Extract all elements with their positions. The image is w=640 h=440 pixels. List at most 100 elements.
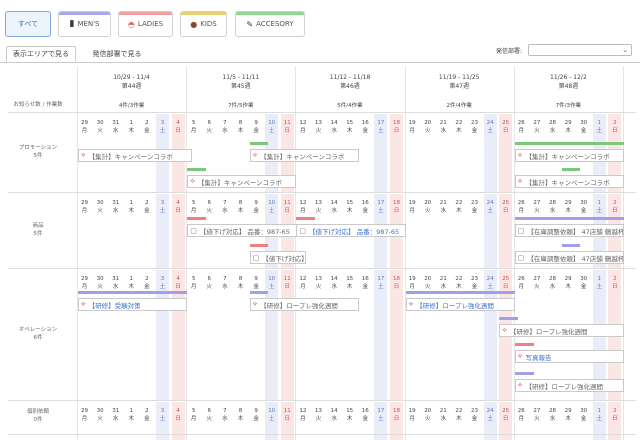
- task-card[interactable]: ⟡ 【研修】ロープレ強化週間: [499, 324, 624, 337]
- weekday: 水: [549, 127, 556, 134]
- filter-accessory-button[interactable]: ✎ ACCESORY: [235, 11, 305, 37]
- weekday: 土: [596, 127, 603, 134]
- task-card[interactable]: ⟡ 【集計】キャンペーンコラボ: [514, 175, 624, 188]
- filter-ladies-label: LADIES: [137, 20, 164, 28]
- week-number: 第47週: [449, 83, 469, 90]
- weekday: 火: [315, 283, 322, 290]
- date-number: 15: [346, 120, 354, 126]
- task-card[interactable]: ▢ 【在庫調整依頼】 47店舗 鶴越杯: [514, 224, 624, 237]
- task-card[interactable]: ⟡ 【研修】ロープレ強化週間: [405, 298, 515, 311]
- weekday: 土: [378, 283, 384, 290]
- task-label: 【研修】ロープレ強化週間: [525, 382, 604, 391]
- weekday: 月: [81, 207, 88, 214]
- date-number: 19: [408, 408, 416, 414]
- date-number: 3: [160, 120, 165, 126]
- filter-color-bar: [59, 12, 110, 15]
- date-cell: 26 月: [515, 276, 528, 291]
- date-cell: 12 月: [296, 120, 309, 135]
- date-number: 9: [254, 200, 258, 206]
- weekday: 日: [393, 127, 400, 134]
- sunday-column: [499, 114, 513, 192]
- date-cell: 13 火: [312, 408, 325, 423]
- task-card[interactable]: ⟡ 【集計】キャンペーンコラボ: [514, 149, 624, 162]
- task-card[interactable]: ⟡ 【集計】キャンペーンコラボ: [249, 149, 359, 162]
- date-number: 24: [486, 276, 494, 282]
- date-cell: 15 木: [343, 408, 356, 423]
- weekday: 水: [222, 207, 228, 214]
- task-card[interactable]: ▢【値下げ対応】 品番：987-65: [296, 224, 406, 237]
- date-cell: 24 土: [484, 200, 497, 215]
- date-number: 8: [238, 408, 243, 414]
- task-card[interactable]: ▢【値下げ対応】 品番：987-65: [249, 251, 306, 264]
- date-number: 5: [191, 276, 196, 282]
- sunday-column: [608, 402, 622, 440]
- date-cell: 26 月: [515, 408, 528, 423]
- saturday-column: [483, 114, 497, 192]
- date-cell: 21 水: [437, 408, 450, 423]
- task-card[interactable]: ⟡ 【研修】ロープレ強化週間: [249, 298, 359, 311]
- date-number: 4: [176, 120, 180, 126]
- weekday: 火: [315, 415, 322, 422]
- date-number: 2: [145, 120, 149, 126]
- task-label: 【集計】キャンペーンコラボ: [197, 178, 283, 187]
- filter-kids-button[interactable]: ● KIDS: [180, 11, 227, 37]
- date-number: 1: [129, 408, 134, 414]
- suit-icon: ▮: [69, 19, 75, 29]
- date-cell: 29 木: [562, 276, 575, 291]
- date-cell: 29 月: [78, 120, 91, 135]
- filter-accessory-label: ACCESORY: [256, 20, 294, 28]
- weekday: 金: [144, 415, 150, 422]
- task-card[interactable]: ▢【値下げ対応】 品番：987-65: [187, 224, 302, 237]
- date-number: 30: [580, 408, 588, 414]
- date-number: 24: [486, 120, 494, 126]
- weekday: 火: [206, 283, 213, 290]
- task-card[interactable]: ⟡ 【集計】キャンペーンコラボ: [187, 175, 297, 188]
- date-number: 27: [533, 276, 541, 282]
- department-select[interactable]: ⌄: [528, 44, 632, 56]
- date-cell: 31 水: [109, 408, 122, 423]
- date-number: 8: [238, 276, 243, 282]
- tab-view-by-area[interactable]: 表示エリアで見る: [6, 46, 76, 62]
- date-number: 30: [96, 200, 104, 206]
- weekday: 水: [549, 207, 556, 214]
- week-divider: [514, 66, 515, 440]
- tag-icon: ⟡: [81, 151, 86, 159]
- date-cell: 28 水: [546, 408, 559, 423]
- week-range: 11/19 - 11/25: [438, 74, 480, 81]
- date-number: 19: [408, 120, 416, 126]
- weekday: 月: [190, 415, 197, 422]
- date-cell: 31 水: [109, 120, 122, 135]
- task-card[interactable]: ⟡ 【研修】ロープレ強化週間: [514, 379, 624, 392]
- tab-view-by-department[interactable]: 発信部署で見る: [82, 46, 152, 62]
- date-number: 14: [330, 276, 338, 282]
- weekday: 金: [253, 207, 259, 214]
- date-number: 2: [145, 200, 149, 206]
- task-card[interactable]: ▢ 【在庫調整依頼】 47店舗 鶴越杯: [514, 251, 624, 264]
- date-number: 31: [112, 408, 120, 414]
- weekday: 土: [378, 127, 384, 134]
- tag-icon: ⟡: [517, 352, 523, 360]
- task-card[interactable]: ⟡ 【集計】キャンペーンコラボ: [78, 149, 192, 162]
- weekday: 金: [580, 415, 587, 422]
- row-separator: [8, 268, 636, 269]
- weekday: 火: [206, 207, 213, 214]
- date-cell: 30 火: [94, 200, 107, 215]
- weekday: 水: [331, 127, 337, 134]
- tag-icon: ⟡: [81, 300, 86, 308]
- weekday: 水: [440, 283, 447, 290]
- filter-ladies-button[interactable]: ◓ LADIES: [118, 11, 173, 37]
- filter-all-button[interactable]: すべて: [5, 11, 51, 37]
- weekday: 日: [502, 415, 509, 422]
- weekday: 水: [112, 127, 119, 134]
- tag-icon: ⟡: [252, 151, 258, 159]
- date-number: 1: [597, 200, 602, 206]
- weekday: 月: [300, 207, 306, 214]
- date-number: 29: [81, 276, 88, 282]
- task-card[interactable]: ⟡ 写真報告: [514, 350, 624, 363]
- task-card[interactable]: ⟡ 【研修】受験対策: [78, 298, 188, 311]
- filter-mens-button[interactable]: ▮ MEN'S: [58, 11, 111, 37]
